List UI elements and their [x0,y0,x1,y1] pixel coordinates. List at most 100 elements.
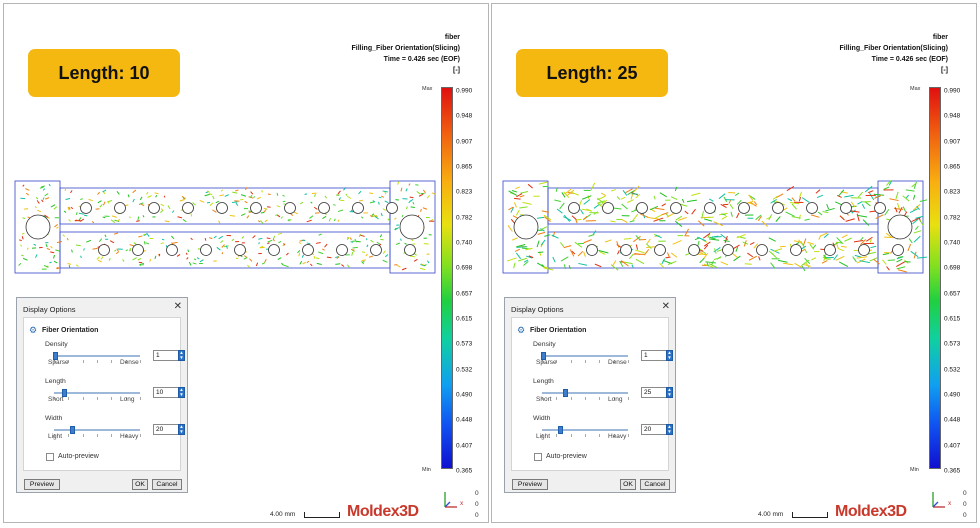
fiber-segment [631,264,634,269]
fiber-segment [912,218,919,225]
length-spin-icon[interactable]: ▲ ▼ [178,387,185,398]
density-spin-icon[interactable]: ▲ ▼ [666,350,673,361]
fiber-segment [804,218,810,221]
fiber-segment [696,236,707,242]
fiber-segment [49,261,52,264]
fiber-segment [250,194,253,198]
fiber-segment [297,250,301,254]
width-slider-thumb[interactable] [558,426,564,434]
slider-tick [140,397,141,400]
bar-hole [216,202,228,214]
length-slider-thumb[interactable] [562,389,568,397]
fiber-segment [799,191,803,198]
fiber-segment [309,215,314,219]
fiber-segment [833,254,839,261]
width-slider-thumb[interactable] [70,426,76,434]
fiber-segment [53,254,55,259]
slider-tick [542,434,543,437]
width-input[interactable]: 20 [153,424,179,435]
slider-tick [599,397,601,400]
close-icon[interactable]: ✕ [661,301,670,312]
fiber-segment [850,201,856,208]
legend-tick-label: 0.490 [456,391,473,399]
density-spin-icon[interactable]: ▲ ▼ [178,350,185,361]
bar-hole [352,202,364,214]
fiber-segment [111,215,117,218]
fiber-orientation-plot[interactable] [14,180,439,276]
fiber-orientation-plot[interactable] [502,180,927,276]
fiber-segment [674,220,683,228]
fiber-segment [885,232,892,238]
density-label: Density [45,341,68,348]
density-slider-thumb[interactable] [53,352,58,360]
fiber-segment [859,260,871,264]
length-input[interactable]: 10 [153,387,179,398]
fiber-segment [315,242,321,244]
fiber-segment [720,261,729,266]
moldex3d-logo: Moldex3D [347,503,419,520]
fiber-segment [770,198,777,204]
bar-hole [114,202,126,214]
preview-button[interactable]: Preview [512,479,548,490]
fiber-segment [600,199,608,206]
width-input[interactable]: 20 [641,424,667,435]
density-slider[interactable] [541,352,629,363]
fiber-segment [19,239,22,242]
fiber-segment [282,194,285,197]
fiber-segment [209,237,213,240]
cancel-button[interactable]: Cancel [640,479,670,490]
preview-button[interactable]: Preview [24,479,60,490]
auto-preview-checkbox[interactable] [534,453,542,461]
fiber-segment [782,262,793,266]
cancel-button[interactable]: Cancel [152,479,182,490]
width-slider[interactable] [542,426,629,437]
density-input[interactable]: 1 [153,350,179,361]
fiber-segment [54,224,58,228]
close-icon[interactable]: ✕ [173,301,182,312]
fiber-segment [835,255,845,261]
fiber-segment [418,193,424,197]
legend-tick-label: 0.490 [944,391,961,399]
fiber-segment [102,189,107,193]
fiber-segment [653,217,664,222]
length-slider[interactable] [54,389,141,400]
fiber-segment [275,214,278,216]
fiber-segment [287,218,290,222]
fiber-segment [241,236,245,239]
bar-hole [858,244,870,256]
width-slider[interactable] [54,426,141,437]
fiber-segment [384,200,389,204]
density-slider[interactable] [53,352,141,363]
fiber-segment [354,238,357,243]
fiber-segment [410,198,414,202]
fiber-segment [20,244,23,247]
fiber-segment [188,261,192,266]
fiber-segment [110,219,116,223]
fiber-segment [528,255,534,259]
fiber-segment [911,217,921,223]
fiber-segment [559,202,565,210]
ok-button[interactable]: OK [620,479,636,490]
ok-button[interactable]: OK [132,479,148,490]
axis-triad-icon [444,492,457,508]
fiber-segment [894,207,898,213]
length-slider[interactable] [542,389,629,400]
auto-preview-checkbox[interactable] [46,453,54,461]
width-spin-icon[interactable]: ▲ ▼ [178,424,185,435]
fiber-segment [260,220,264,224]
fiber-segment [905,194,910,199]
length-slider-thumb[interactable] [61,389,67,397]
fiber-segment [538,181,548,185]
fiber-segment [132,189,137,194]
length-input[interactable]: 25 [641,387,667,398]
fiber-segment [670,252,678,258]
density-slider-thumb[interactable] [541,352,546,360]
fiber-segment [264,219,268,223]
length-spin-icon[interactable]: ▲ ▼ [666,387,673,398]
header-time: Time = 0.426 sec (EOF) [871,56,948,63]
fiber-segment [350,241,354,243]
fiber-segment [789,202,800,205]
width-spin-icon[interactable]: ▲ ▼ [666,424,673,435]
fiber-segment [97,259,102,263]
density-input[interactable]: 1 [641,350,667,361]
